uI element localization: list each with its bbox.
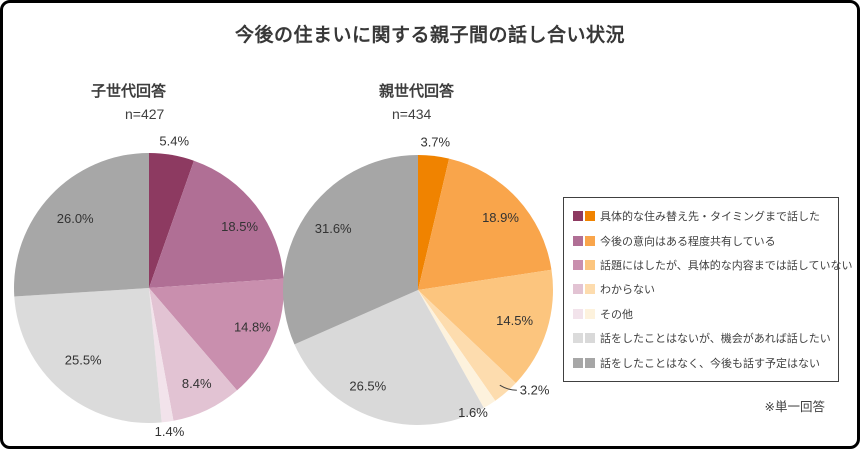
legend-swatch-parent (585, 357, 595, 368)
percentage-label: 14.8% (234, 320, 271, 335)
legend-swatch-child (573, 308, 583, 319)
percentage-label: 31.6% (315, 221, 352, 236)
pie-slice (282, 155, 418, 345)
legend-row: わからない (573, 281, 832, 297)
percentage-label: 26.5% (349, 379, 386, 394)
pie-slice (14, 288, 162, 423)
page-title: 今後の住まいに関する親子間の話し合い状況 (234, 25, 625, 46)
pie-slice (149, 160, 284, 288)
legend-label: わからない (600, 284, 655, 297)
note-single-answer: ※単一回答 (764, 400, 825, 414)
percentage-label: 3.7% (420, 135, 450, 150)
pie-slice (149, 153, 194, 288)
legend-swatch-child (573, 211, 583, 222)
legend-row: 話題にはしたが、具体的な内容までは話していない (573, 257, 852, 273)
legend-swatch-parent (585, 284, 595, 295)
legend-box: 具体的な住み替え先・タイミングまで話した 今後の意向はある程度共有している話題には… (563, 197, 852, 382)
legend-label: 話をしたことはないが、機会があれば話したい (600, 333, 831, 346)
percentage-label: 5.4% (159, 134, 189, 149)
percentage-label: 1.4% (155, 424, 185, 439)
legend-swatch-parent (585, 211, 595, 222)
percentage-label: 18.9% (482, 210, 519, 225)
legend-swatch-child (573, 357, 583, 368)
pie-slice (418, 290, 496, 408)
legend-swatch-parent (585, 308, 595, 319)
percentage-label: 3.2% (520, 383, 550, 398)
legend-swatch-parent (585, 333, 595, 344)
pie-chart-child: 5.4% 18.5% 14.8% 8.4% 1.4% 25.5% 26.0% (14, 134, 285, 439)
pie-slice (149, 278, 285, 391)
chart-n-parent: n=434 (392, 106, 432, 122)
legend-label: 具体的な住み替え先・タイミングまで話した (600, 211, 820, 224)
legend-row: 話をしたことはないが、機会があれば話したい (573, 330, 832, 346)
pie-slice (418, 155, 450, 290)
percentage-label: 25.5% (65, 353, 102, 368)
pie-slice (294, 290, 484, 426)
legend-swatch-parent (585, 235, 595, 246)
pie-slice (418, 158, 552, 290)
pie-slice (418, 290, 516, 401)
legend-swatch-parent (585, 260, 595, 271)
legend-label: その他 (600, 308, 633, 321)
percentage-label: 18.5% (221, 219, 258, 234)
pie-slice (149, 288, 174, 423)
percentage-label: 1.6% (458, 405, 488, 420)
legend-row: 話をしたことはなく、今後も話す予定はない (573, 355, 832, 371)
chart-heading-parent: 親世代回答 (379, 83, 455, 100)
pie-slice (149, 288, 237, 421)
percentage-label: 14.5% (496, 313, 533, 328)
legend-row: 具体的な住み替え先・タイミングまで話した (573, 208, 832, 224)
chart-heading-child: 子世代回答 (91, 83, 167, 100)
legend-swatch-child (573, 260, 583, 271)
pie-slice (14, 153, 150, 297)
legend-swatch-child (573, 235, 583, 246)
percentage-label: 8.4% (182, 376, 212, 391)
percentage-label: 26.0% (57, 211, 94, 226)
chart-n-child: n=427 (125, 106, 165, 122)
legend-label: 話をしたことはなく、今後も話す予定はない (600, 357, 820, 370)
legend-label: 今後の意向はある程度共有している (600, 235, 776, 248)
legend-row: その他 (573, 306, 832, 322)
legend-label: 話題にはしたが、具体的な内容までは話していない (600, 260, 853, 273)
legend-swatch-child (573, 284, 583, 295)
pie-chart-parent: 3.7% 18.9% 14.5% 3.2% 1.6% 26.5% 31.6% (282, 135, 554, 426)
label-leader-line (499, 384, 517, 391)
pie-slice (418, 269, 554, 384)
legend-swatch-child (573, 333, 583, 344)
legend-row: 今後の意向はある程度共有している (573, 233, 832, 249)
